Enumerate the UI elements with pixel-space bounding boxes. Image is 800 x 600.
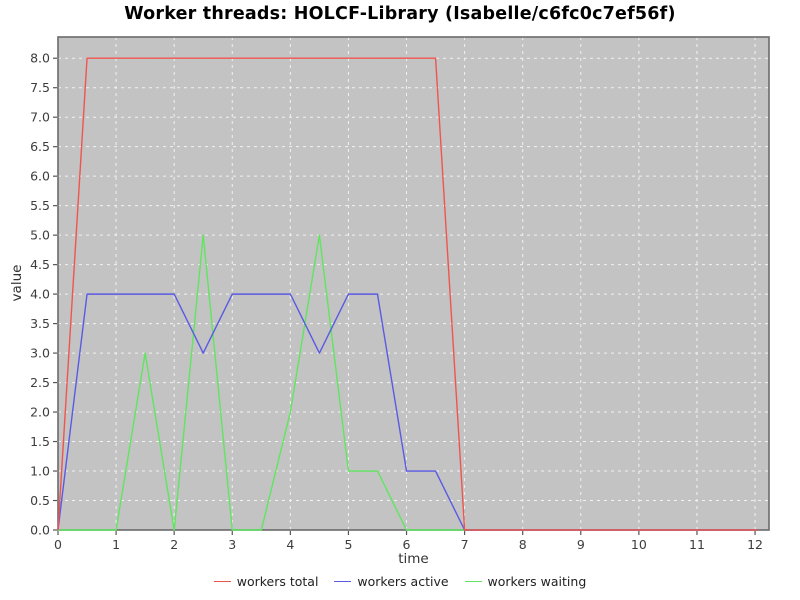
y-tick-label: 8.0 (30, 51, 50, 66)
y-tick-label: 1.5 (30, 434, 50, 449)
y-tick-label: 7.0 (30, 110, 50, 125)
legend-swatch-workers-active (334, 580, 352, 583)
legend-item-workers-waiting: workers waiting (464, 574, 587, 589)
legend: workers total workers active workers waiti… (0, 574, 800, 589)
y-tick-label: 5.0 (30, 228, 50, 243)
y-tick-label: 6.5 (30, 139, 50, 154)
series-line-workers-total (57, 57, 758, 531)
y-tick-label: 3.0 (30, 346, 50, 361)
x-tick-label: 2 (170, 537, 178, 552)
y-tick-label: 6.0 (30, 169, 50, 184)
x-tick-label: 9 (577, 537, 585, 552)
legend-swatch-workers-waiting (464, 580, 482, 583)
x-tick-label: 0 (54, 537, 62, 552)
x-tick-label: 1 (112, 537, 120, 552)
y-axis-label: value (9, 264, 25, 302)
series-line-workers-waiting (58, 234, 758, 531)
y-tick-label: 4.0 (30, 287, 50, 302)
legend-label-workers-waiting: workers waiting (487, 574, 587, 589)
x-tick-label: 3 (228, 537, 236, 552)
x-tick-label: 5 (344, 537, 352, 552)
y-tick-label: 1.0 (30, 464, 50, 479)
x-tick-label: 4 (286, 537, 294, 552)
y-tick-label: 2.5 (30, 375, 50, 390)
x-axis-label: time (398, 551, 429, 567)
y-tick-label: 3.5 (30, 316, 50, 331)
legend-label-workers-total: workers total (236, 574, 319, 589)
y-tick-label: 2.0 (30, 405, 50, 420)
y-tick-label: 5.5 (30, 198, 50, 213)
x-tick-label: 8 (519, 537, 527, 552)
x-tick-label: 6 (403, 537, 411, 552)
x-tick-label: 11 (689, 537, 705, 552)
y-tick-label: 4.5 (30, 257, 50, 272)
series-line-workers-active (57, 293, 758, 531)
legend-item-workers-active: workers active (334, 574, 449, 589)
x-tick-label: 12 (747, 537, 763, 552)
y-tick-label: 0.5 (30, 493, 50, 508)
y-tick-label: 7.5 (30, 80, 50, 95)
legend-label-workers-active: workers active (357, 574, 449, 589)
x-tick-label: 7 (461, 537, 469, 552)
x-tick-label: 10 (631, 537, 647, 552)
y-tick-label: 0.0 (30, 523, 50, 538)
legend-swatch-workers-total (213, 580, 231, 583)
plot-background (58, 37, 769, 530)
legend-item-workers-total: workers total (213, 574, 319, 589)
chart-title: Worker threads: HOLCF-Library (Isabelle/… (124, 4, 676, 24)
